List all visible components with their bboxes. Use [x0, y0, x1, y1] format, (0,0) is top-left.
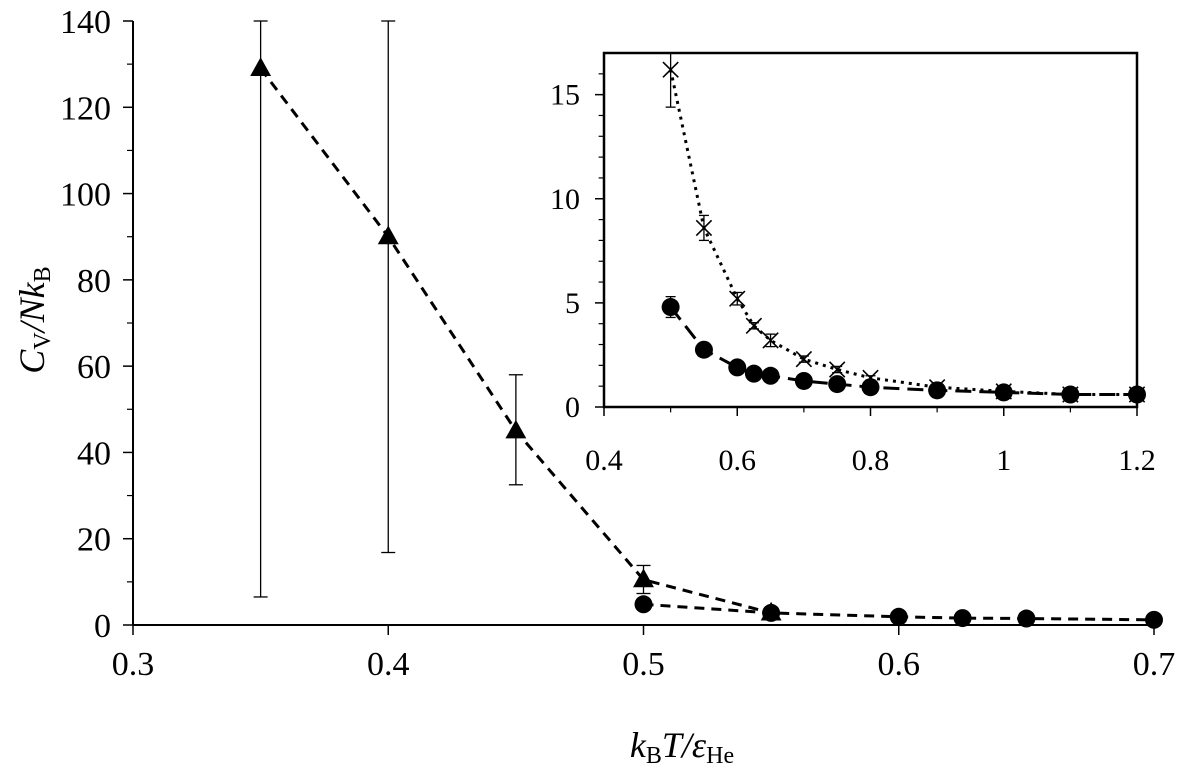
inset-series-circle — [661, 295, 1146, 404]
main-x-tick-label: 0.4 — [367, 646, 410, 683]
main-circle-marker — [1017, 609, 1036, 628]
main-y-tick-label: 80 — [77, 263, 111, 300]
x-axis-title-t: T/ — [662, 725, 695, 765]
inset-x-tick-label: 0.4 — [585, 444, 623, 477]
main-y-tick-label: 120 — [60, 90, 111, 127]
main-triangle-marker — [505, 419, 527, 439]
main-y-tick-label: 20 — [77, 522, 111, 559]
inset-circle-marker — [828, 375, 847, 394]
main-error-bar — [253, 20, 268, 598]
inset-circle-marker — [728, 358, 747, 377]
inset-cross-marker — [762, 332, 779, 349]
main-triangle-marker — [633, 568, 654, 588]
inset-x-tick-label: 1 — [996, 444, 1011, 477]
main-x-tick-label: 0.3 — [112, 646, 155, 683]
inset-y-tick-label: 15 — [550, 79, 580, 112]
inset-cross-marker — [745, 317, 763, 335]
y-axis-title-c-sub: V — [30, 332, 56, 350]
inset-circle-marker — [928, 381, 947, 400]
inset-circle-marker — [1128, 385, 1146, 404]
inset-plot: 0.4 0.6 0.8 1 1.2 0 5 10 15 — [550, 51, 1156, 477]
main-y-tick-label: 0 — [94, 608, 111, 645]
inset-y-tick-label: 5 — [565, 287, 580, 320]
inset-cross-stroke — [795, 350, 813, 368]
main-triangle-marker — [250, 57, 272, 77]
main-circle-marker — [634, 595, 653, 614]
main-x-tick-label: 0.5 — [622, 646, 665, 683]
inset-frame — [602, 51, 1139, 409]
inset-circle-marker — [794, 371, 813, 390]
inset-cross-marker — [662, 61, 679, 78]
main-y-tick-label: 140 — [60, 4, 111, 41]
main-error-bar — [381, 20, 396, 554]
inset-circle-marker — [661, 298, 680, 317]
main-circle-marker — [762, 603, 781, 622]
main-x-tick-label: 0.7 — [1133, 646, 1176, 683]
inset-x-tick-label: 1.2 — [1118, 444, 1156, 477]
main-series-circle — [634, 595, 1163, 629]
main-circle-marker — [953, 609, 972, 628]
x-axis-title-k: k — [630, 725, 647, 765]
inset-circle-marker — [694, 340, 713, 359]
x-axis-title: kBT/εHe — [630, 725, 734, 769]
y-axis-title-n-sub: B — [30, 266, 56, 282]
y-axis-title-c: C — [12, 349, 52, 374]
inset-cross-stroke — [729, 290, 746, 307]
inset-cross-stroke — [695, 219, 713, 237]
y-axis-title-n: /Nk — [12, 281, 52, 334]
inset-circle-marker — [744, 364, 763, 383]
inset-x-tick-label: 0.8 — [852, 444, 890, 477]
inset-cross-marker — [828, 361, 846, 378]
x-axis-title-eps: ε — [692, 725, 707, 765]
inset-cross-marker — [695, 219, 713, 237]
y-axis-title: CV/NkB — [12, 266, 56, 373]
inset-cross-marker — [795, 350, 813, 368]
inset-circle-marker — [761, 366, 780, 385]
inset-cross-stroke — [662, 61, 679, 78]
inset-circle-marker — [994, 383, 1013, 402]
inset-y-tick-label: 0 — [565, 391, 580, 424]
inset-cross-stroke — [762, 332, 779, 349]
main-y-tick-label: 60 — [77, 349, 111, 386]
main-series-line — [643, 602, 1155, 622]
main-y-tick-label: 100 — [60, 177, 111, 214]
x-axis-title-k-sub: B — [646, 743, 662, 769]
inset-circle-marker — [1061, 385, 1080, 404]
inset-cross-stroke — [745, 317, 763, 335]
main-circle-marker — [1145, 610, 1163, 629]
inset-cross-marker — [729, 290, 746, 307]
x-axis-title-eps-sub: He — [706, 743, 734, 769]
inset-circle-marker — [861, 378, 880, 397]
main-y-tick-label: 40 — [77, 435, 111, 472]
main-circle-marker — [889, 607, 908, 626]
main-x-tick-label: 0.6 — [878, 646, 921, 683]
main-triangle-marker — [377, 225, 399, 245]
inset-x-tick-label: 0.6 — [719, 444, 757, 477]
inset-y-tick-label: 10 — [550, 183, 580, 216]
inset-cross-stroke — [828, 361, 846, 378]
inset-error-bar — [665, 53, 676, 108]
